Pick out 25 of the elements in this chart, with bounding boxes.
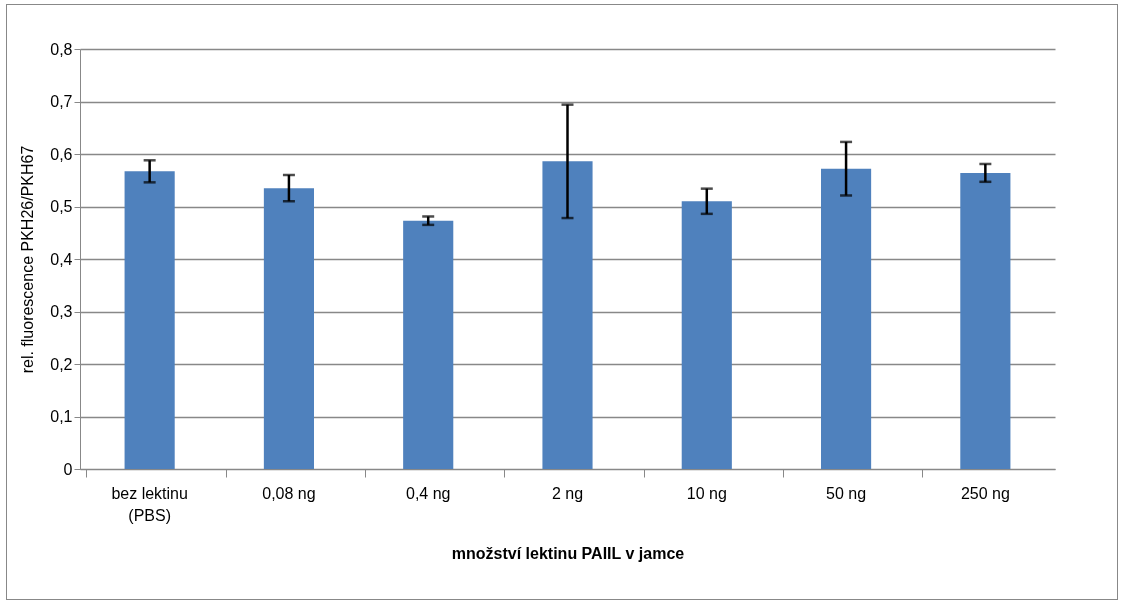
y-tick-label: 0,6 [50, 145, 73, 163]
x-tick-label: 0,4 ng [405, 484, 451, 502]
x-tick-label: 10 ng [686, 484, 727, 502]
bar [542, 161, 593, 469]
bar [403, 220, 454, 469]
y-tick-label: 0,8 [50, 40, 73, 58]
bar [263, 188, 314, 469]
bar [681, 201, 732, 469]
bar [124, 171, 175, 469]
x-tick-label: 250 ng [960, 484, 1010, 502]
y-tick-label: 0,4 [50, 250, 73, 268]
x-tick-label: 50 ng [826, 484, 867, 502]
bar [821, 168, 872, 469]
y-tick-label: 0,3 [50, 303, 73, 320]
y-tick-label: 0,7 [50, 93, 73, 110]
x-tick-label: 0,08 ng [262, 484, 316, 502]
x-tick-label: bez lektinu (PBS) [111, 484, 188, 524]
y-axis-title: rel. fluorescence PKH26/PKH67 [19, 145, 37, 374]
y-tick-label: 0,5 [50, 198, 73, 215]
x-tick-label: 2 ng [551, 484, 584, 502]
y-tick-label: 0 [63, 460, 73, 478]
bar [960, 172, 1011, 469]
y-tick-label: 0,2 [50, 355, 73, 373]
y-tick-label: 0,1 [50, 408, 73, 425]
x-axis-title: množství lektinu PAIIL v jamce [451, 544, 685, 562]
